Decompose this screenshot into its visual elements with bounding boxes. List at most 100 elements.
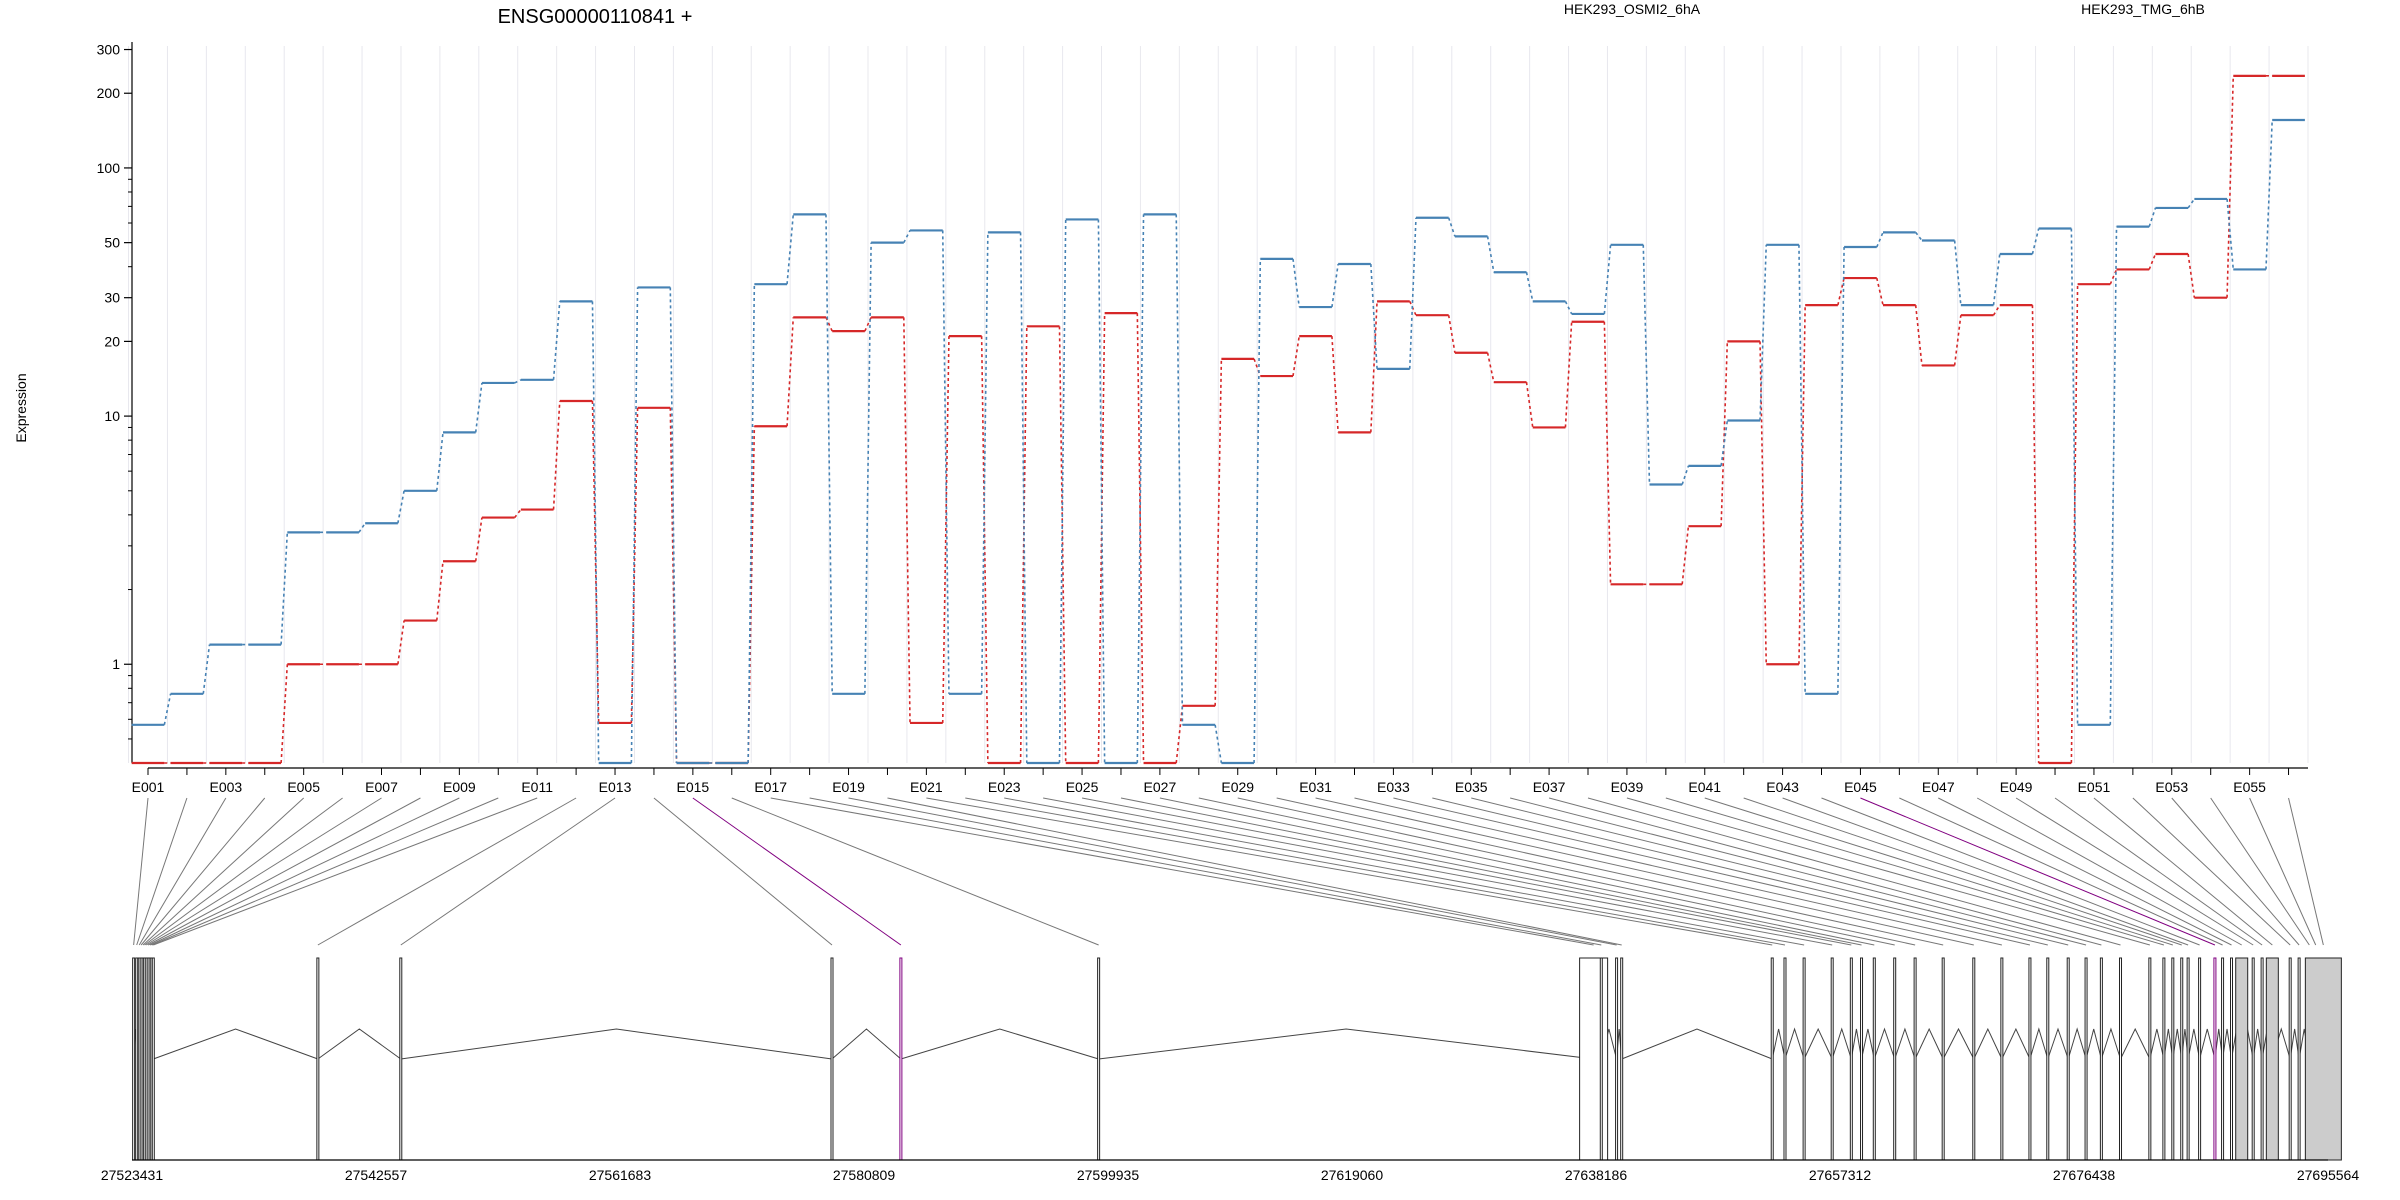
exon-connector: [1976, 797, 2242, 946]
exon-connector: [2093, 797, 2273, 946]
series-segment: [1992, 304, 2001, 316]
exon-connector: [144, 797, 343, 946]
exon-connector: [1704, 797, 2173, 946]
series-segment: [941, 230, 950, 694]
x-tick-label: E035: [1455, 779, 1488, 795]
exon-connector: [142, 797, 305, 946]
exon-box: [135, 957, 139, 1161]
legend-series-a: HEK293_OSMI2_6hA: [1564, 1, 1701, 17]
series-segment: [474, 382, 483, 433]
exon-connector: [138, 797, 227, 946]
exon-box: [1849, 957, 1853, 1161]
series-segment: [1019, 232, 1028, 764]
series-segment: [941, 336, 950, 723]
series-segment: [1798, 244, 1806, 694]
exon-connector: [1743, 797, 2182, 946]
exon-connector: [1237, 797, 1916, 946]
series-segment: [591, 301, 600, 764]
exon-connector: [1081, 797, 1852, 946]
exon-box: [1893, 957, 1897, 1161]
series-segment: [397, 620, 405, 665]
exon-box: [1972, 957, 1976, 1161]
series-segment: [980, 336, 989, 764]
exon-connector: [770, 797, 1594, 946]
exon-connector: [317, 797, 577, 946]
exon-connector: [2132, 797, 2291, 946]
series-segment: [1720, 341, 1729, 527]
series-segment: [669, 287, 678, 764]
exon-box: [1830, 957, 1834, 1161]
exon-box: [2288, 957, 2292, 1161]
exon-box: [316, 957, 320, 1161]
series-segment: [280, 664, 289, 764]
exon-connector: [1899, 797, 2223, 946]
series-segment: [1914, 305, 1923, 366]
series-1: [131, 118, 2305, 765]
genomic-coordinate-label: 27580809: [833, 1167, 896, 1183]
series-segment: [1370, 301, 1378, 433]
series-0: [131, 74, 2305, 765]
series-segment: [630, 407, 639, 723]
series-segment: [2148, 253, 2157, 270]
y-tick-label: 50: [104, 235, 120, 251]
intron-lines: [133, 1027, 2324, 1060]
x-tick-label: E003: [209, 779, 242, 795]
series-segment: [163, 693, 172, 725]
exon-box: [1770, 957, 1774, 1161]
exon-box: [2251, 957, 2255, 1161]
genomic-coordinate-label: 27599935: [1077, 1167, 1140, 1183]
x-tick-label: E027: [1144, 779, 1177, 795]
exon-box: [1913, 957, 1917, 1161]
genomic-coordinate-label: 27619060: [1321, 1167, 1384, 1183]
x-tick-label: E001: [132, 779, 165, 795]
chart-title: ENSG00000110841 +: [498, 6, 693, 28]
exon-connector: [2249, 797, 2317, 946]
series-segment: [1720, 420, 1729, 466]
exon-box: [2260, 957, 2264, 1161]
exon-box: [899, 957, 903, 1161]
series-segment: [435, 432, 444, 491]
series-segment: [903, 230, 911, 244]
series-segment: [1214, 358, 1223, 706]
exon-connector: [1043, 797, 1833, 946]
series-segment: [1875, 277, 1884, 306]
exon-connector: [1159, 797, 1875, 946]
exon-box: [2099, 957, 2103, 1161]
series-segment: [1253, 258, 1262, 764]
series-segment: [280, 532, 289, 645]
exon-connector: [1276, 797, 1944, 946]
exon-connector: [848, 797, 1617, 946]
exon-connector: [1821, 797, 2200, 946]
x-tick-label: E053: [2155, 779, 2188, 795]
exon-box: [1783, 957, 1787, 1161]
series-segment: [1759, 244, 1768, 421]
exon-box: [2162, 957, 2166, 1161]
series-segment: [1486, 352, 1495, 383]
x-tick-label: E047: [1922, 779, 1955, 795]
exon-box: [2148, 957, 2152, 1161]
series-segment: [1837, 247, 1845, 694]
exon-connector: [1626, 797, 2150, 946]
y-axis: 300 200 100 50 30 20 10 1: [97, 42, 133, 763]
series-segment: [1058, 219, 1067, 764]
exon-connector: [1510, 797, 2087, 946]
series-segment: [1525, 382, 1534, 428]
exon-box: [2180, 957, 2184, 1161]
y-tick-label: 10: [104, 408, 120, 424]
exon-connector: [965, 797, 1786, 946]
exon-box: [151, 957, 155, 1161]
exon-box: [1579, 957, 1609, 1161]
genomic-coordinate-axis: 27523431 27542557 27561683 27580809 27599935…: [101, 1159, 2360, 1183]
genomic-coordinate-label: 27542557: [345, 1167, 408, 1183]
x-tick-label: E025: [1066, 779, 1099, 795]
series-segment: [1953, 240, 1962, 306]
series-segment: [514, 379, 522, 384]
exon-connector: [1938, 797, 2232, 946]
exon-connector: [153, 797, 538, 946]
exon-connector: [140, 797, 266, 946]
genomic-coordinate-label: 27695564: [2297, 1167, 2360, 1183]
exon-box: [2171, 957, 2175, 1161]
series-segment: [2226, 75, 2235, 298]
x-tick-label: E007: [365, 779, 398, 795]
exon-box: [2230, 957, 2234, 1161]
